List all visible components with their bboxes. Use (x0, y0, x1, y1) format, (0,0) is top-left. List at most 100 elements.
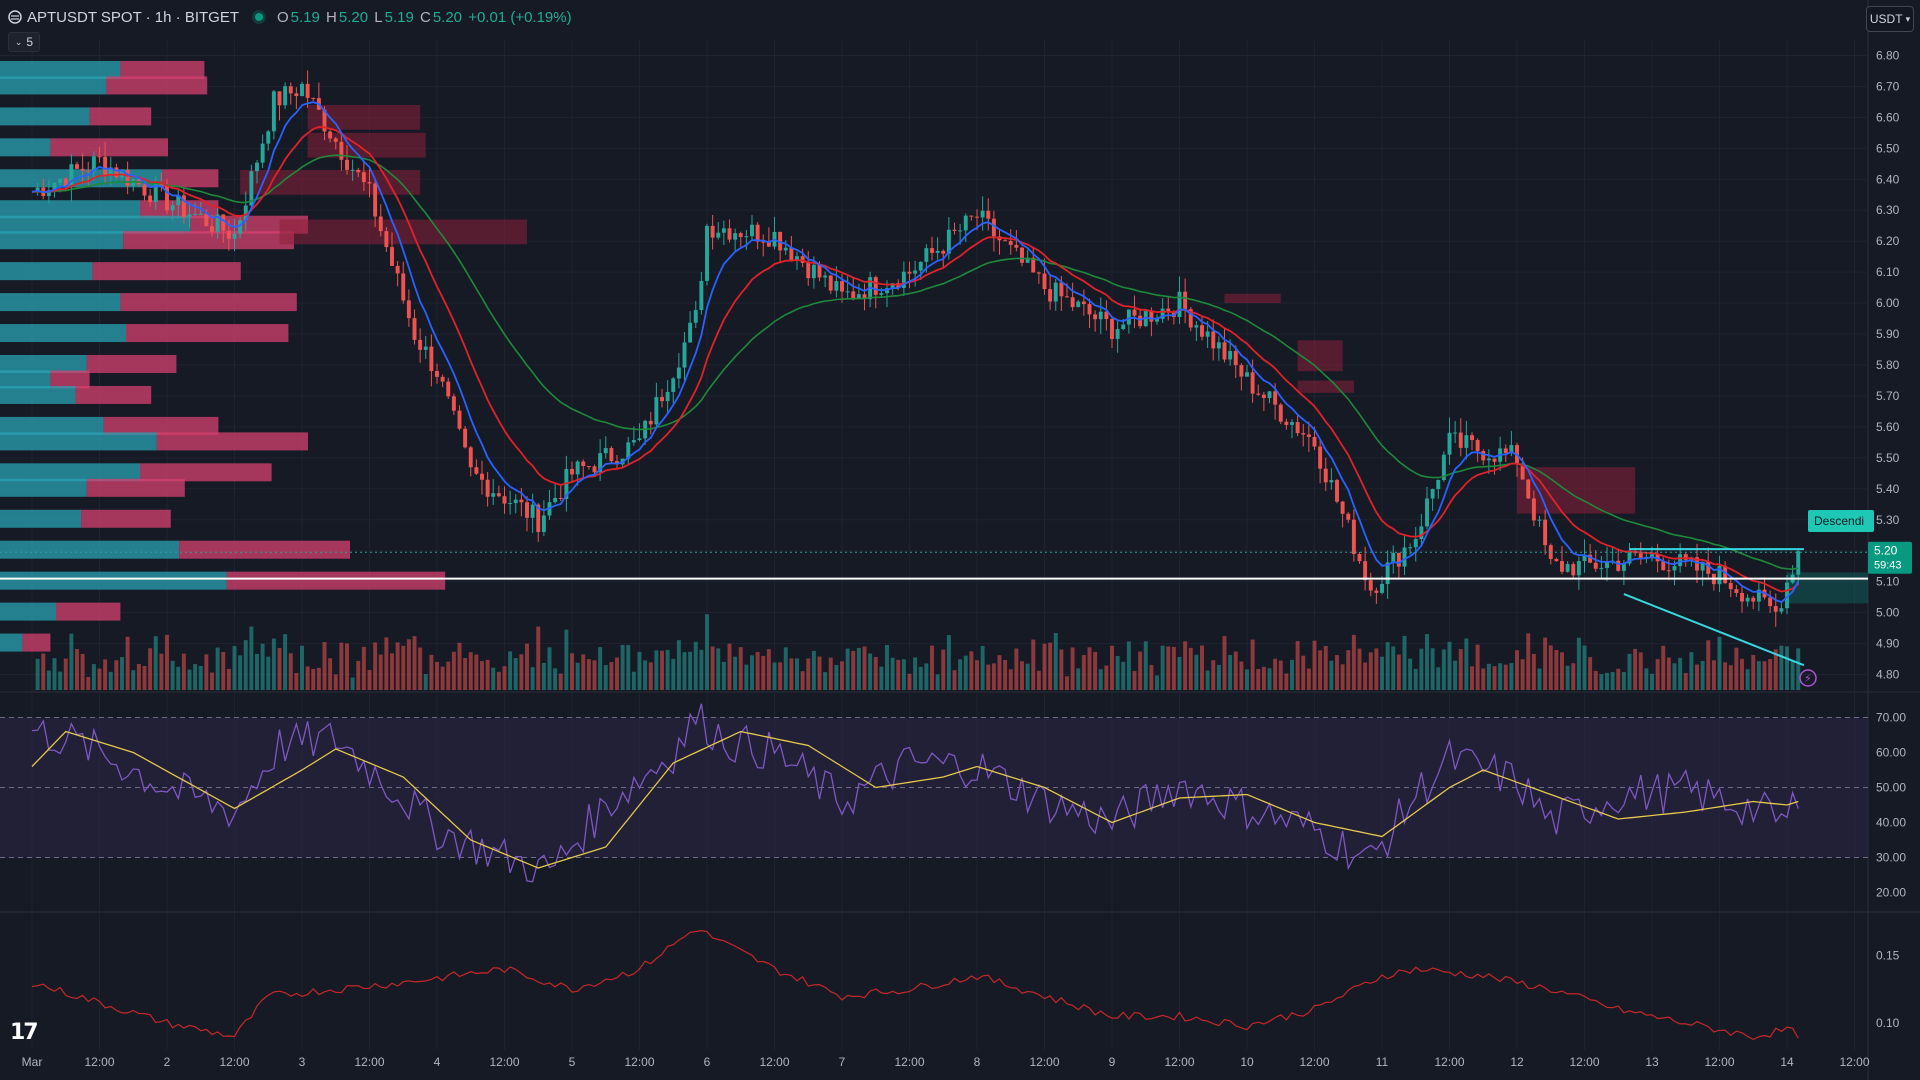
volume-bar (271, 638, 276, 690)
third-pane-tick-label: 0.15 (1876, 949, 1900, 963)
candle-body (474, 467, 479, 474)
volume-bar (1790, 661, 1795, 690)
volume-bar (1138, 651, 1143, 690)
close-label: C (419, 8, 431, 26)
candle-body (1104, 311, 1109, 320)
volume-bar (840, 661, 844, 690)
volume-profile-down-bar (86, 355, 177, 373)
candle-body (69, 164, 74, 187)
volume-profile-up-bar (0, 324, 126, 343)
candle-body (1396, 552, 1401, 567)
indicators-collapse-button[interactable]: ⌄ 5 (8, 32, 40, 52)
candle-body (795, 256, 799, 261)
volume-bar (1126, 641, 1131, 690)
volume-bar (390, 653, 394, 690)
volume-bar (581, 654, 586, 690)
candle-body (1475, 440, 1480, 452)
candle-body (778, 231, 783, 251)
candle-body (581, 461, 586, 467)
volume-bar (339, 642, 344, 690)
volume-bar (1470, 666, 1474, 690)
candle-body (463, 428, 468, 448)
candle-body (626, 442, 631, 459)
volume-bar (710, 646, 715, 690)
open-value: 5.19 (290, 8, 320, 26)
candle-body (1014, 244, 1019, 248)
volume-bar (553, 668, 558, 690)
volume-bar (300, 645, 304, 690)
volume-profile-up-bar (0, 293, 121, 312)
price-tick-label: 5.50 (1876, 451, 1900, 465)
candle-body (418, 339, 423, 350)
candle-body (1413, 539, 1418, 548)
symbol-info[interactable]: APTUSDT SPOT · 1h · BITGET (8, 9, 239, 26)
volume-bar (1290, 659, 1294, 690)
price-tick-label: 4.90 (1876, 637, 1900, 651)
volume-bar (1661, 645, 1666, 690)
volume-bar (660, 650, 664, 690)
candle-body (1318, 446, 1323, 469)
candle-body (457, 410, 462, 429)
candle-body (541, 515, 546, 532)
candle-body (783, 247, 788, 251)
volume-bar (1048, 642, 1053, 690)
volume-bar (586, 659, 591, 690)
candle-body (1385, 562, 1390, 584)
candle-body (1796, 551, 1801, 575)
candle-body (193, 213, 198, 215)
volume-bar (975, 660, 979, 690)
candle-body (283, 86, 288, 106)
candle-body (198, 213, 203, 215)
volume-bar (491, 667, 496, 690)
volume-bar (1020, 661, 1024, 690)
candle-body (828, 275, 833, 291)
candle-body (305, 83, 310, 98)
volume-bar (1228, 655, 1233, 690)
tradingview-logo-icon[interactable]: 17 (10, 1020, 39, 1045)
volume-profile-down-bar (106, 76, 208, 95)
candle-body (1211, 331, 1216, 349)
volume-bar (120, 657, 124, 690)
volume-profile-down-bar (120, 293, 297, 312)
candle-body (1565, 564, 1570, 572)
candle-body (1408, 547, 1413, 549)
candle-body (1126, 309, 1131, 325)
time-tick-label: 12:00 (1164, 1055, 1194, 1069)
candle-body (159, 183, 164, 186)
volume-bar (1413, 668, 1418, 690)
volume-bar (716, 648, 721, 690)
volume-bar (946, 635, 951, 690)
volume-bar (1689, 652, 1694, 690)
volume-bar (564, 629, 569, 690)
volume-bar (693, 641, 698, 690)
pattern-label[interactable]: Descendi (1808, 510, 1874, 532)
volume-bar (845, 648, 850, 690)
currency-selector[interactable]: USDT ▾ (1866, 6, 1914, 32)
candle-body (367, 182, 372, 184)
volume-bar (198, 665, 203, 690)
indicator-count: 5 (26, 35, 34, 49)
volume-bar (1638, 652, 1643, 690)
price-tick-label: 5.40 (1876, 482, 1900, 496)
volume-bar (682, 652, 687, 690)
volume-bar (103, 659, 108, 690)
volume-bar (350, 677, 355, 690)
rsi-tick-label: 20.00 (1876, 886, 1906, 900)
lightning-icon: ⚡ (1804, 672, 1812, 685)
volume-bar (210, 672, 214, 690)
candle-body (918, 261, 923, 271)
candle-body (879, 293, 884, 295)
volume-bar (592, 660, 597, 690)
volume-profile-down-bar (123, 231, 294, 250)
candle-body (935, 250, 940, 253)
candle-body (63, 178, 68, 187)
volume-bar (215, 647, 220, 690)
supply-zone (307, 132, 426, 158)
volume-bar (1110, 645, 1114, 690)
candle-body (1728, 583, 1733, 590)
candle-body (1605, 561, 1609, 568)
candle-body (969, 215, 974, 217)
volume-bar (676, 640, 681, 690)
candle-body (356, 169, 361, 173)
